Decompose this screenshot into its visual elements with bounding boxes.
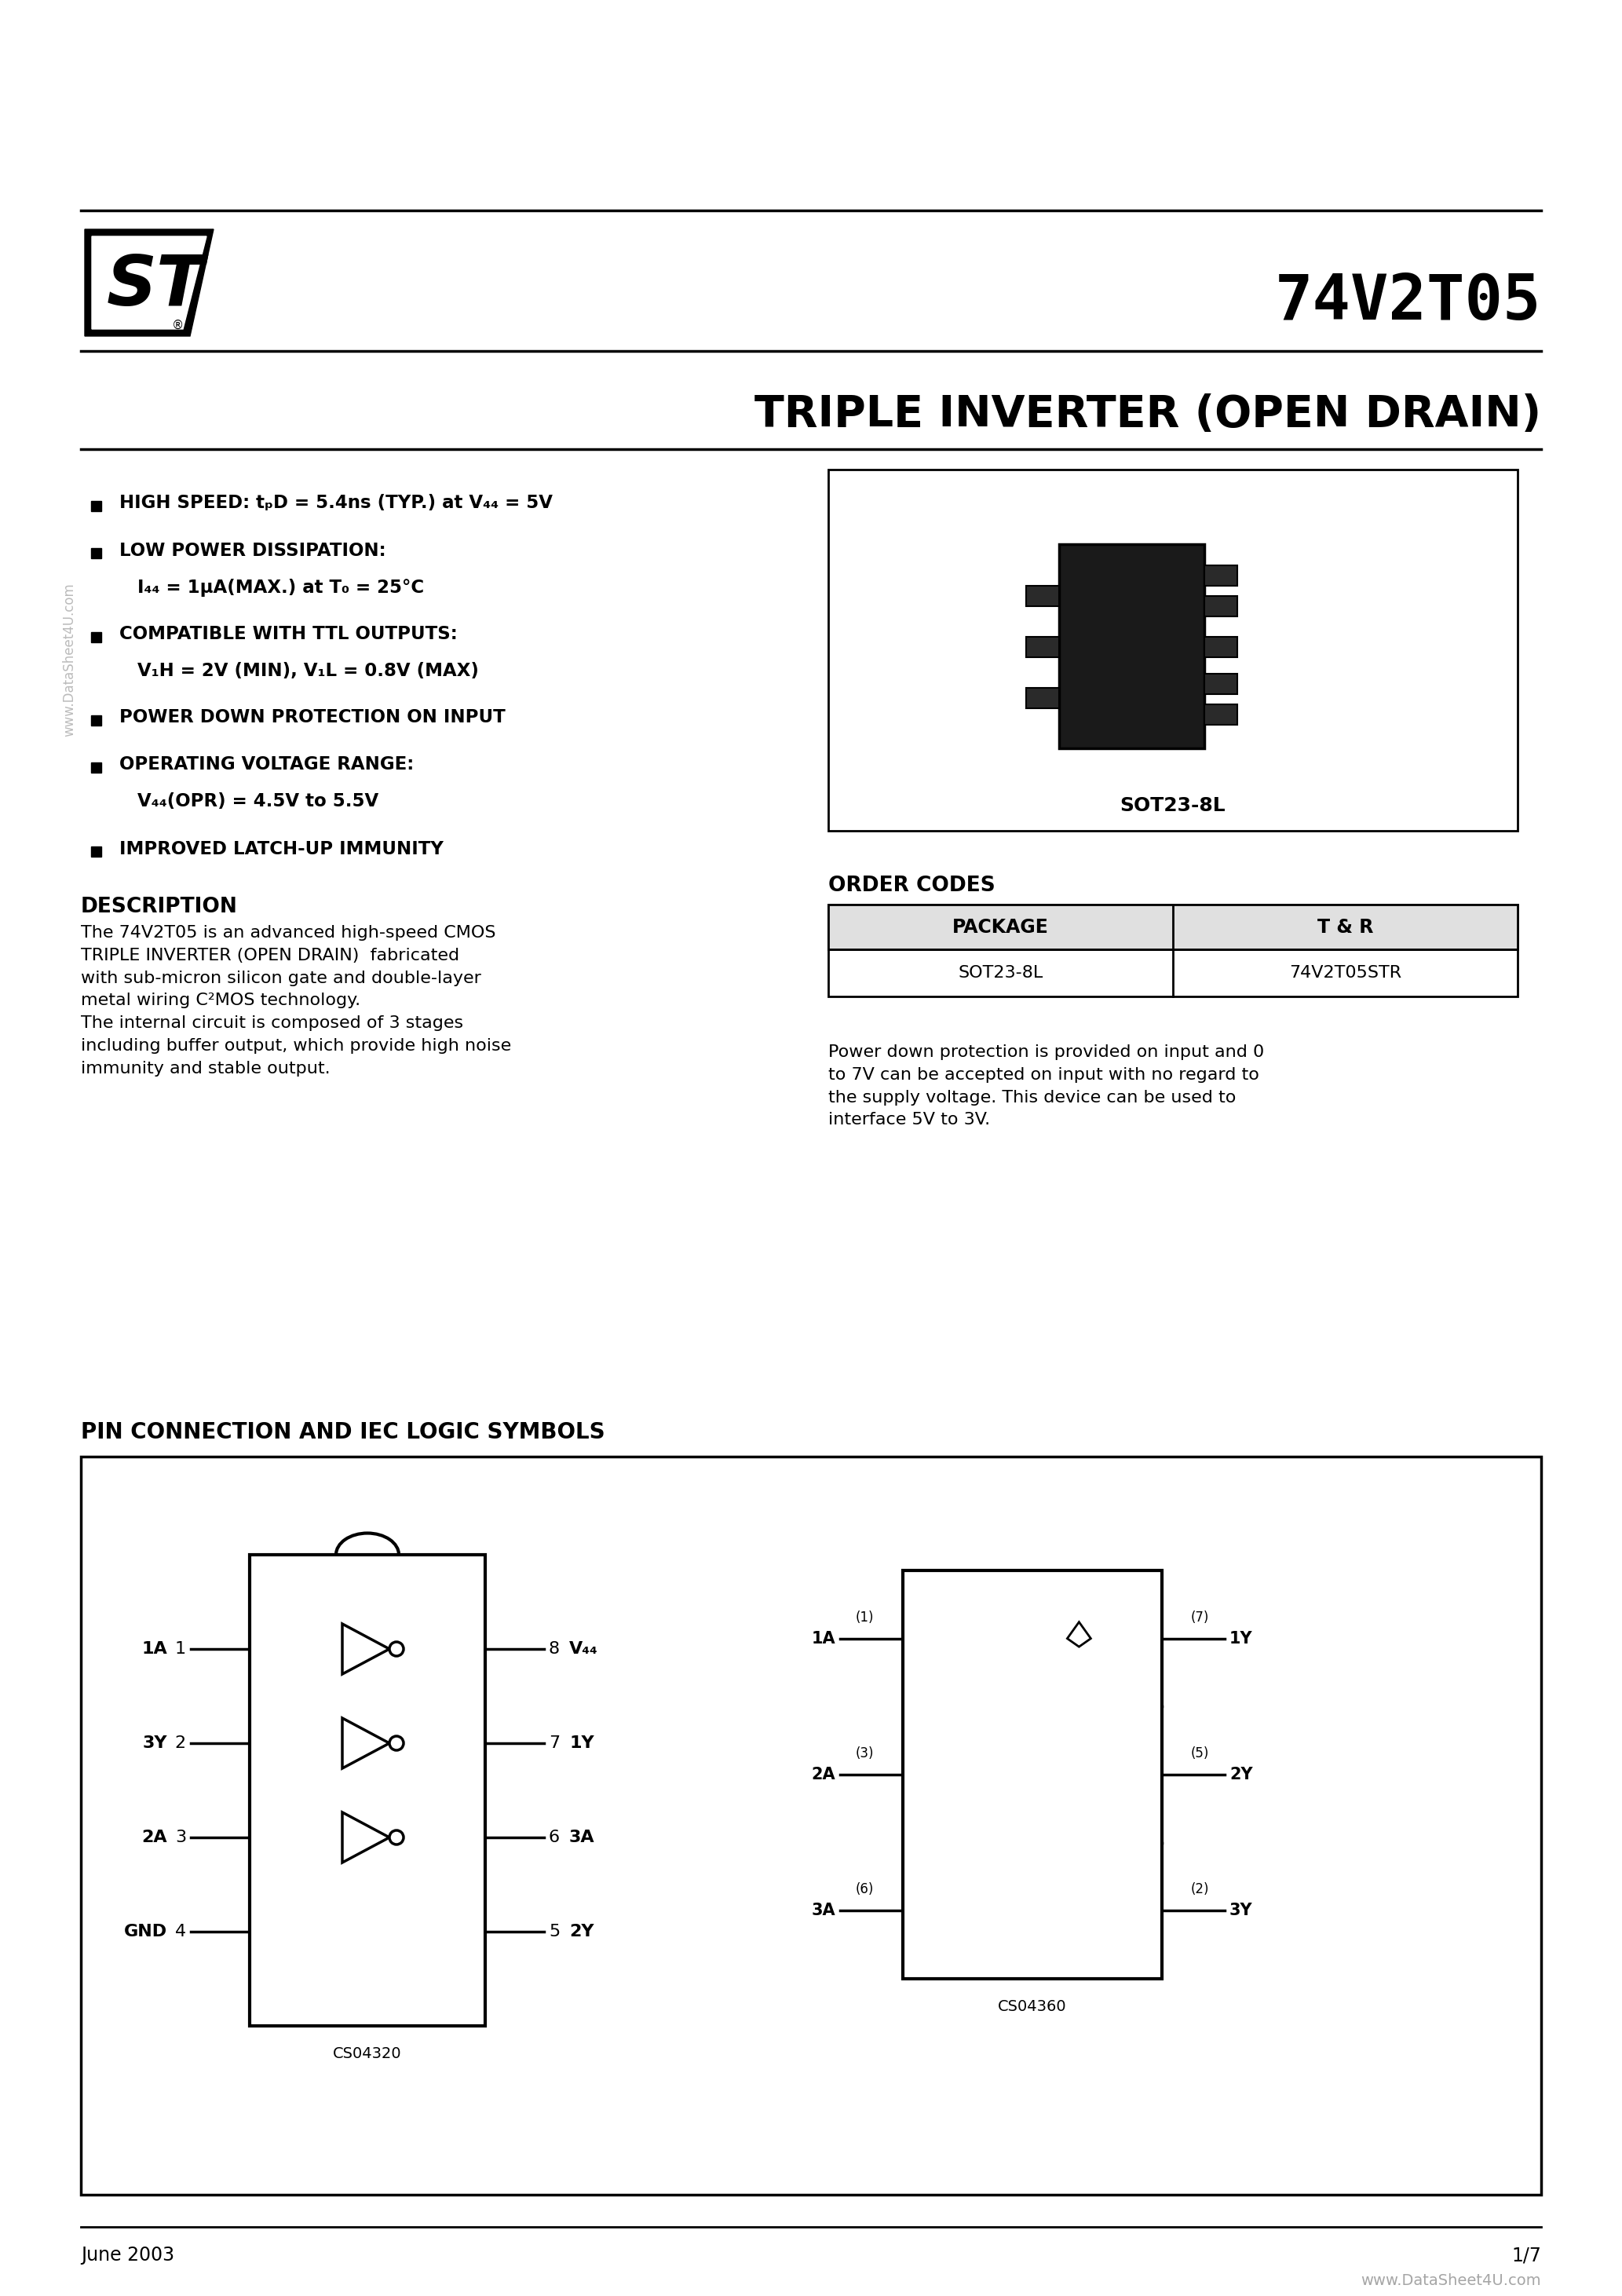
- Text: 1: 1: [175, 1642, 187, 1658]
- Text: PIN CONNECTION AND IEC LOGIC SYMBOLS: PIN CONNECTION AND IEC LOGIC SYMBOLS: [81, 1421, 605, 1444]
- Bar: [829, 905, 1518, 996]
- Text: 1/7: 1/7: [1512, 2245, 1541, 2264]
- Text: (3): (3): [856, 1747, 874, 1761]
- Text: HIGH SPEED: tₚD = 5.4ns (TYP.) at V₄₄ = 5V: HIGH SPEED: tₚD = 5.4ns (TYP.) at V₄₄ = …: [120, 494, 553, 512]
- Text: 3Y: 3Y: [1229, 1903, 1252, 1919]
- Text: 2A: 2A: [141, 1830, 167, 1846]
- Text: IMPROVED LATCH-UP IMMUNITY: IMPROVED LATCH-UP IMMUNITY: [120, 840, 443, 859]
- Text: SOT23-8L: SOT23-8L: [959, 964, 1043, 980]
- Bar: [1027, 585, 1059, 606]
- Text: (7): (7): [1191, 1609, 1208, 1623]
- Bar: [1204, 597, 1238, 615]
- Bar: [829, 905, 1518, 948]
- Bar: [91, 501, 101, 512]
- Text: GND: GND: [123, 1924, 167, 1940]
- Text: 1A: 1A: [141, 1642, 167, 1658]
- Text: V₄₄: V₄₄: [569, 1642, 599, 1658]
- Text: (5): (5): [1191, 1747, 1208, 1761]
- Text: 1: 1: [999, 1628, 1014, 1649]
- Bar: [250, 1554, 485, 2025]
- Text: T & R: T & R: [1317, 918, 1374, 937]
- Text: 2Y: 2Y: [1229, 1766, 1252, 1782]
- Text: POWER DOWN PROTECTION ON INPUT: POWER DOWN PROTECTION ON INPUT: [120, 709, 506, 728]
- Text: 4: 4: [175, 1924, 187, 1940]
- Text: 6: 6: [548, 1830, 560, 1846]
- Text: 2Y: 2Y: [569, 1924, 594, 1940]
- Text: www.DataSheet4U.com: www.DataSheet4U.com: [1361, 2273, 1541, 2289]
- Bar: [1204, 565, 1238, 585]
- Bar: [91, 549, 101, 558]
- Bar: [91, 762, 101, 774]
- Text: 8: 8: [548, 1642, 560, 1658]
- Bar: [91, 716, 101, 726]
- Text: (1): (1): [856, 1609, 874, 1623]
- Polygon shape: [84, 230, 214, 335]
- Text: 2: 2: [175, 1736, 187, 1752]
- Text: 1Y: 1Y: [569, 1736, 594, 1752]
- Bar: [1204, 705, 1238, 726]
- Text: The 74V2T05 is an advanced high-speed CMOS
TRIPLE INVERTER (OPEN DRAIN)  fabrica: The 74V2T05 is an advanced high-speed CM…: [81, 925, 511, 1077]
- Text: June 2003: June 2003: [81, 2245, 175, 2264]
- Text: V₁H = 2V (MIN), V₁L = 0.8V (MAX): V₁H = 2V (MIN), V₁L = 0.8V (MAX): [138, 661, 478, 680]
- Text: 1A: 1A: [811, 1630, 835, 1646]
- Text: PACKAGE: PACKAGE: [952, 918, 1049, 937]
- Text: SOT23-8L: SOT23-8L: [1121, 797, 1226, 815]
- Text: 2A: 2A: [811, 1766, 835, 1782]
- Bar: [1204, 673, 1238, 693]
- Text: ORDER CODES: ORDER CODES: [829, 875, 996, 895]
- Text: DESCRIPTION: DESCRIPTION: [81, 898, 238, 916]
- Polygon shape: [1067, 1621, 1092, 1646]
- Bar: [1204, 636, 1238, 657]
- Polygon shape: [92, 236, 206, 328]
- Bar: [91, 847, 101, 856]
- Text: COMPATIBLE WITH TTL OUTPUTS:: COMPATIBLE WITH TTL OUTPUTS:: [120, 625, 457, 643]
- Circle shape: [389, 1642, 404, 1655]
- Text: (2): (2): [1191, 1883, 1208, 1896]
- Circle shape: [389, 1736, 404, 1750]
- Text: CS04360: CS04360: [998, 2000, 1067, 2014]
- Bar: [81, 1456, 1541, 2195]
- Text: ST: ST: [107, 253, 204, 319]
- Text: 1Y: 1Y: [1229, 1630, 1252, 1646]
- Text: 3Y: 3Y: [143, 1736, 167, 1752]
- Text: 3: 3: [175, 1830, 187, 1846]
- Text: 74V2T05STR: 74V2T05STR: [1289, 964, 1401, 980]
- Text: www.DataSheet4U.com: www.DataSheet4U.com: [62, 583, 76, 737]
- Bar: [91, 631, 101, 643]
- Circle shape: [389, 1830, 404, 1844]
- Text: TRIPLE INVERTER (OPEN DRAIN): TRIPLE INVERTER (OPEN DRAIN): [754, 393, 1541, 436]
- Bar: [1027, 689, 1059, 707]
- Bar: [1027, 636, 1059, 657]
- Text: OPERATING VOLTAGE RANGE:: OPERATING VOLTAGE RANGE:: [120, 755, 414, 774]
- Text: 5: 5: [548, 1924, 560, 1940]
- Text: 7: 7: [548, 1736, 560, 1752]
- Text: CS04320: CS04320: [333, 2046, 402, 2062]
- Text: (6): (6): [856, 1883, 874, 1896]
- Text: I₄₄ = 1μA(MAX.) at T₀ = 25°C: I₄₄ = 1μA(MAX.) at T₀ = 25°C: [138, 579, 423, 597]
- Text: Power down protection is provided on input and 0
to 7V can be accepted on input : Power down protection is provided on inp…: [829, 1045, 1264, 1127]
- Text: ®: ®: [172, 319, 183, 331]
- Bar: [1059, 544, 1204, 748]
- Text: 3A: 3A: [569, 1830, 595, 1846]
- Text: 74V2T05: 74V2T05: [1275, 271, 1541, 333]
- Bar: [829, 471, 1518, 831]
- Text: LOW POWER DISSIPATION:: LOW POWER DISSIPATION:: [120, 542, 386, 560]
- Text: V₄₄(OPR) = 4.5V to 5.5V: V₄₄(OPR) = 4.5V to 5.5V: [138, 792, 378, 810]
- Text: 3A: 3A: [811, 1903, 835, 1919]
- Bar: [903, 1570, 1161, 1979]
